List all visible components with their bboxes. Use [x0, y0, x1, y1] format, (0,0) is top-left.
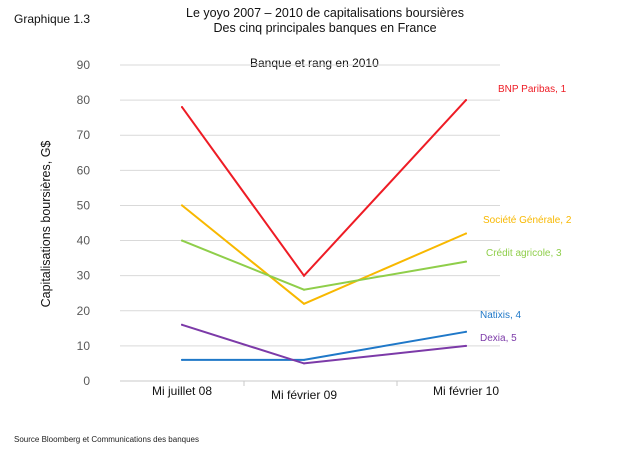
data-point [465, 260, 467, 263]
series-label: BNP Paribas, 1 [498, 84, 567, 95]
data-point [303, 362, 305, 365]
y-tick-label: 70 [77, 128, 91, 142]
y-tick-label: 80 [77, 93, 91, 107]
y-axis-label: Capitalisations boursières, G$ [39, 141, 53, 308]
series-label: Dexia, 5 [480, 333, 517, 344]
chart-title-line-2: Des cinq principales banques en France [213, 21, 437, 35]
y-tick-label: 20 [77, 304, 91, 318]
data-point [303, 358, 305, 361]
data-point [181, 323, 183, 326]
data-point [181, 204, 183, 207]
y-tick-label: 60 [77, 163, 91, 177]
data-point [303, 288, 305, 291]
data-point [465, 344, 467, 347]
y-tick-label: 10 [77, 339, 91, 353]
source-note: Source Bloomberg et Communications des b… [14, 435, 199, 444]
y-tick-label: 40 [77, 234, 91, 248]
x-tick-label: Mi février 09 [271, 388, 337, 402]
y-tick-label: 30 [77, 269, 91, 283]
series-line-3 [181, 239, 467, 291]
series-line-5 [181, 323, 467, 365]
chart-title: Le yoyo 2007 – 2010 de capitalisations b… [150, 6, 500, 36]
series-label: Société Générale, 2 [483, 215, 572, 226]
data-point [181, 358, 183, 361]
data-point [181, 239, 183, 242]
figure-label: Graphique 1.3 [14, 12, 91, 26]
y-tick-label: 90 [77, 58, 91, 72]
x-tick-label: Mi juillet 08 [152, 384, 212, 398]
data-point [465, 232, 467, 235]
series-line-1 [181, 99, 467, 278]
data-point [465, 330, 467, 333]
data-point [303, 302, 305, 305]
series-label: Natixis, 4 [480, 310, 522, 321]
y-tick-label: 0 [83, 374, 90, 388]
series-label: Crédit agricole, 3 [486, 248, 562, 259]
data-point [181, 106, 183, 109]
chart-title-line-1: Le yoyo 2007 – 2010 de capitalisations b… [186, 6, 464, 20]
x-tick-label: Mi février 10 [433, 384, 499, 398]
y-tick-label: 50 [77, 198, 91, 212]
data-point [465, 99, 467, 102]
legend-title: Banque et rang en 2010 [250, 56, 379, 70]
data-point [303, 274, 305, 277]
